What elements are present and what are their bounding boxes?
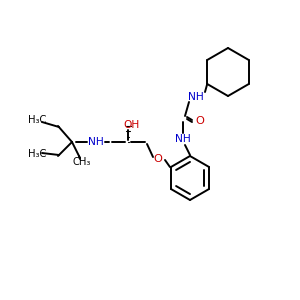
Text: OH: OH — [124, 120, 140, 130]
Text: NH: NH — [88, 137, 104, 147]
Text: O: O — [196, 116, 204, 126]
Text: H₃C: H₃C — [28, 115, 46, 125]
Text: O: O — [154, 154, 162, 164]
Text: NH: NH — [188, 92, 204, 102]
Text: H₃C: H₃C — [28, 149, 46, 159]
Text: NH: NH — [175, 134, 191, 144]
Text: CH₃: CH₃ — [73, 157, 91, 167]
